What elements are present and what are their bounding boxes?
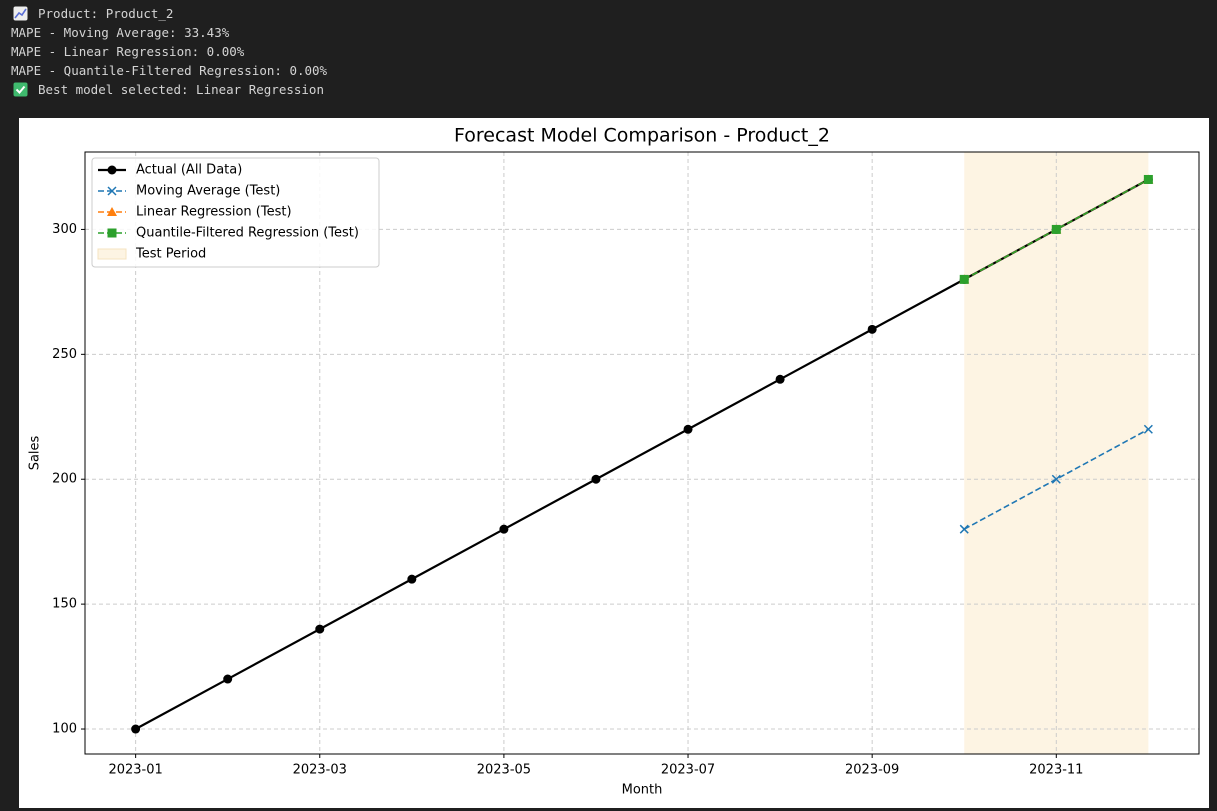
series-marker bbox=[591, 474, 601, 484]
series-marker bbox=[223, 674, 233, 684]
series-marker bbox=[315, 624, 325, 634]
y-tick-label: 300 bbox=[52, 222, 77, 237]
series-line bbox=[135, 178, 1149, 730]
legend-label: Test Period bbox=[135, 247, 206, 262]
series-marker bbox=[1051, 224, 1061, 234]
console-line: MAPE - Linear Regression: 0.00% bbox=[11, 44, 245, 59]
x-tick-label: 2023-05 bbox=[477, 763, 531, 778]
y-tick-label: 250 bbox=[52, 347, 77, 362]
y-tick-label: 150 bbox=[52, 597, 77, 612]
series-marker bbox=[959, 524, 969, 534]
y-tick-label: 200 bbox=[52, 472, 77, 487]
series-marker bbox=[1143, 424, 1153, 434]
check-icon bbox=[13, 82, 28, 97]
x-axis-label: Month bbox=[622, 783, 663, 798]
y-tick-label: 100 bbox=[52, 722, 77, 737]
series-marker bbox=[1051, 474, 1061, 484]
legend-label: Quantile-Filtered Regression (Test) bbox=[136, 226, 359, 241]
legend-marker bbox=[107, 207, 117, 216]
chart: Forecast Model Comparison - Product_2 Mo… bbox=[19, 118, 1209, 808]
console-line: MAPE - Quantile-Filtered Regression: 0.0… bbox=[11, 63, 328, 78]
legend-box bbox=[91, 157, 380, 268]
series-marker bbox=[867, 324, 877, 334]
plot-frame bbox=[84, 151, 1200, 755]
x-tick-label: 2023-11 bbox=[1029, 763, 1083, 778]
series-marker bbox=[959, 274, 969, 284]
console-line: Product: Product_2 bbox=[38, 6, 174, 21]
legend-marker bbox=[107, 165, 117, 175]
x-tick-label: 2023-09 bbox=[845, 763, 899, 778]
x-tick-label: 2023-07 bbox=[661, 763, 715, 778]
series-marker bbox=[775, 374, 785, 384]
legend-label: Actual (All Data) bbox=[136, 163, 242, 178]
series-marker bbox=[499, 524, 509, 534]
console-line: MAPE - Moving Average: 33.43% bbox=[11, 25, 230, 40]
y-axis-label: Sales bbox=[28, 435, 43, 470]
legend: Actual (All Data) Moving Average (Test) Li… bbox=[91, 157, 380, 268]
x-tick-label: 2023-03 bbox=[293, 763, 347, 778]
chart-icon bbox=[13, 6, 28, 21]
series-marker bbox=[683, 424, 693, 434]
legend-swatch bbox=[97, 248, 127, 260]
chart-title: Forecast Model Comparison - Product_2 bbox=[454, 125, 830, 147]
series-marker bbox=[1143, 174, 1153, 184]
series-marker bbox=[407, 574, 417, 584]
legend-marker bbox=[107, 228, 117, 238]
series-marker bbox=[131, 724, 141, 734]
legend-label: Moving Average (Test) bbox=[136, 184, 280, 199]
x-tick-label: 2023-01 bbox=[108, 763, 162, 778]
legend-marker bbox=[107, 186, 117, 196]
console-line: Best model selected: Linear Regression bbox=[38, 82, 324, 97]
legend-label: Linear Regression (Test) bbox=[136, 205, 292, 220]
